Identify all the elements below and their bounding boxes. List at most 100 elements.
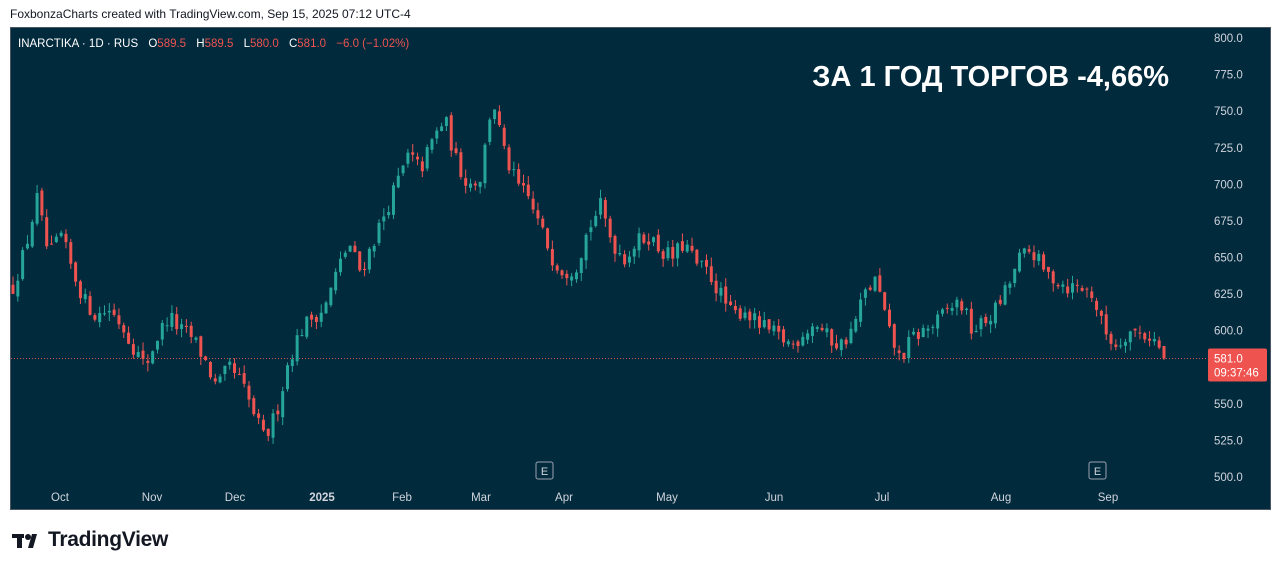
candle: [11, 276, 15, 295]
candle-body: [1071, 283, 1074, 293]
candle: [170, 305, 174, 331]
x-tick-label: Jun: [765, 492, 784, 504]
candle: [863, 287, 867, 306]
candle: [724, 278, 728, 312]
y-tick-label: 600.0: [1214, 326, 1243, 338]
candle-body: [11, 284, 15, 294]
candle: [1133, 328, 1137, 337]
candle-body: [589, 227, 593, 233]
candle-body: [965, 308, 969, 311]
candle-body: [228, 361, 232, 365]
earnings-marker-apr[interactable]: E: [535, 461, 554, 480]
candle: [902, 352, 906, 363]
candle-body: [184, 325, 188, 327]
candle: [382, 208, 386, 231]
candle: [1162, 346, 1166, 360]
candle: [1018, 248, 1022, 273]
candle: [175, 307, 179, 335]
candle-body: [199, 336, 203, 357]
candle: [989, 315, 993, 333]
candle-body: [550, 249, 554, 266]
candle-body: [936, 314, 940, 329]
candle-body: [690, 245, 694, 251]
candle-body: [825, 328, 829, 333]
candle-body: [488, 119, 492, 142]
tradingview-logo[interactable]: TradingView: [12, 528, 168, 552]
candle-body: [353, 245, 357, 252]
candle-body: [136, 352, 140, 358]
candle-body: [733, 305, 737, 311]
candle-body: [652, 237, 656, 243]
candle: [1061, 280, 1065, 294]
candle: [873, 276, 877, 293]
candle-body: [363, 268, 367, 271]
candle-body: [536, 210, 540, 219]
candle: [1056, 282, 1060, 289]
candle-body: [1114, 344, 1118, 347]
candle-body: [367, 248, 371, 270]
y-tick-label: 725.0: [1214, 143, 1243, 155]
x-tick-label: Dec: [225, 492, 246, 504]
candle-body: [517, 169, 521, 184]
x-tick-label: Jul: [875, 492, 890, 504]
candle-body: [261, 419, 265, 431]
candle-body: [584, 234, 588, 261]
candle-body: [642, 234, 646, 243]
candle-body: [112, 309, 116, 315]
candle: [560, 269, 564, 280]
candle: [642, 232, 646, 245]
candle: [266, 428, 270, 442]
candle-body: [820, 327, 824, 331]
candle: [305, 315, 309, 339]
candle: [358, 251, 362, 273]
legend-symbol: INARCTIKA · 1D · RUS: [18, 38, 138, 50]
candle-body: [993, 302, 997, 324]
candle: [1032, 245, 1036, 268]
candle: [286, 362, 290, 392]
candle: [324, 300, 328, 314]
candle-body: [599, 198, 603, 215]
candle: [64, 229, 68, 249]
candle-body: [155, 340, 159, 350]
legend-high-label: H: [196, 38, 204, 50]
candle-body: [979, 318, 983, 330]
candle-body: [25, 243, 29, 249]
candle-body: [685, 244, 689, 252]
candle: [449, 112, 453, 157]
candle: [555, 263, 559, 274]
candle-body: [411, 152, 415, 155]
candle: [165, 317, 169, 332]
candle: [680, 233, 684, 253]
candle-body: [753, 313, 757, 321]
candle-body: [131, 344, 135, 355]
candle-body: [849, 328, 853, 344]
candle: [719, 282, 723, 303]
candle-body: [541, 218, 545, 228]
candle-body: [1133, 328, 1137, 331]
candle: [950, 302, 954, 316]
candle-body: [700, 260, 704, 262]
candle: [194, 336, 198, 343]
candle: [835, 334, 839, 351]
candle: [483, 142, 487, 189]
candle: [40, 187, 44, 221]
candle-body: [64, 233, 68, 243]
candlestick-chart[interactable]: 800.0 775.0 750.0 725.0 700.0 675.0 650.0 625.0…: [11, 28, 1271, 510]
candle: [353, 240, 357, 253]
candle-body: [334, 271, 338, 291]
candle: [1085, 287, 1089, 298]
legend-low-label: L: [244, 38, 251, 50]
earnings-marker-sep[interactable]: E: [1088, 461, 1107, 480]
candle-body: [175, 314, 179, 330]
candle-body: [835, 343, 839, 349]
candle: [1075, 279, 1079, 293]
candle-body: [449, 115, 453, 151]
candle: [521, 174, 525, 193]
candle: [338, 251, 342, 276]
candle-body: [290, 359, 294, 367]
candle-body: [107, 310, 111, 313]
candle: [50, 235, 54, 245]
chart-panel[interactable]: 800.0 775.0 750.0 725.0 700.0 675.0 650.0 625.0…: [10, 27, 1271, 510]
candle-body: [387, 212, 391, 216]
candle: [849, 321, 853, 345]
